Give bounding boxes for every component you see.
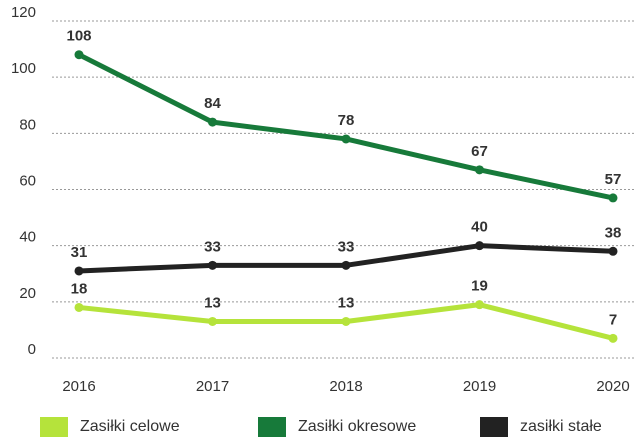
- data-point-celowe: [208, 316, 217, 326]
- x-tick-label: 2018: [329, 378, 362, 395]
- data-point-celowe: [475, 300, 484, 310]
- legend-swatch-celowe: [40, 417, 68, 437]
- x-tick-label: 2019: [463, 378, 496, 395]
- data-label-okresowe: 84: [204, 95, 221, 112]
- data-point-celowe: [341, 316, 351, 326]
- data-point-okresowe: [475, 165, 484, 175]
- y-tick-label: 120: [11, 4, 36, 21]
- y-tick-label: 20: [19, 285, 36, 302]
- data-point-stale: [475, 241, 484, 251]
- x-tick-label: 2016: [62, 378, 95, 395]
- legend-swatch-stale: [480, 417, 508, 437]
- y-tick-label: 40: [19, 229, 36, 246]
- data-label-stale: 31: [71, 244, 88, 261]
- data-label-okresowe: 57: [605, 171, 622, 188]
- legend: Zasiłki celowe Zasiłki okresowe zasiłki …: [40, 416, 638, 438]
- data-point-okresowe: [208, 117, 217, 127]
- legend-label-celowe: Zasiłki celowe: [80, 418, 180, 435]
- x-tick-label: 2017: [196, 378, 229, 395]
- data-label-stale: 33: [338, 238, 355, 255]
- legend-item-okresowe: Zasiłki okresowe: [258, 416, 416, 438]
- y-tick-label: 80: [19, 116, 36, 133]
- y-tick-label: 0: [28, 341, 36, 358]
- data-point-okresowe: [74, 50, 84, 60]
- data-point-okresowe: [341, 134, 351, 144]
- data-point-stale: [608, 246, 618, 256]
- data-label-celowe: 13: [338, 294, 355, 311]
- data-point-okresowe: [608, 193, 618, 203]
- data-label-stale: 38: [605, 224, 622, 241]
- legend-label-okresowe: Zasiłki okresowe: [298, 418, 417, 435]
- series-lines: [74, 50, 618, 343]
- data-point-celowe: [608, 333, 618, 343]
- data-label-okresowe: 67: [471, 143, 488, 160]
- x-axis-ticks: 2016 2017 2018 2019 2020: [62, 378, 629, 395]
- data-label-celowe: 18: [71, 280, 88, 297]
- grid-lines: [52, 20, 636, 359]
- data-point-stale: [208, 260, 217, 270]
- y-tick-label: 100: [11, 60, 36, 77]
- legend-swatch-okresowe: [258, 417, 286, 437]
- data-label-stale: 40: [471, 219, 488, 236]
- data-label-okresowe: 78: [338, 112, 355, 129]
- legend-label-stale: zasiłki stałe: [520, 418, 602, 435]
- data-label-celowe: 7: [609, 311, 617, 328]
- data-label-celowe: 13: [204, 294, 221, 311]
- data-label-celowe: 19: [471, 278, 488, 295]
- x-tick-label: 2020: [596, 378, 629, 395]
- data-point-celowe: [74, 302, 84, 312]
- legend-item-stale: zasiłki stałe: [480, 416, 602, 438]
- data-point-stale: [341, 260, 351, 270]
- y-axis-ticks: 0 20 40 60 80 100 120: [11, 4, 36, 358]
- y-tick-label: 60: [19, 173, 36, 190]
- legend-item-celowe: Zasiłki celowe: [40, 416, 180, 438]
- data-label-stale: 33: [204, 238, 221, 255]
- data-point-stale: [74, 266, 84, 276]
- data-label-okresowe: 108: [66, 28, 91, 45]
- data-labels: 18 13 13 19 7 108 84 78 67 57 31 33 33 40 38: [66, 28, 621, 329]
